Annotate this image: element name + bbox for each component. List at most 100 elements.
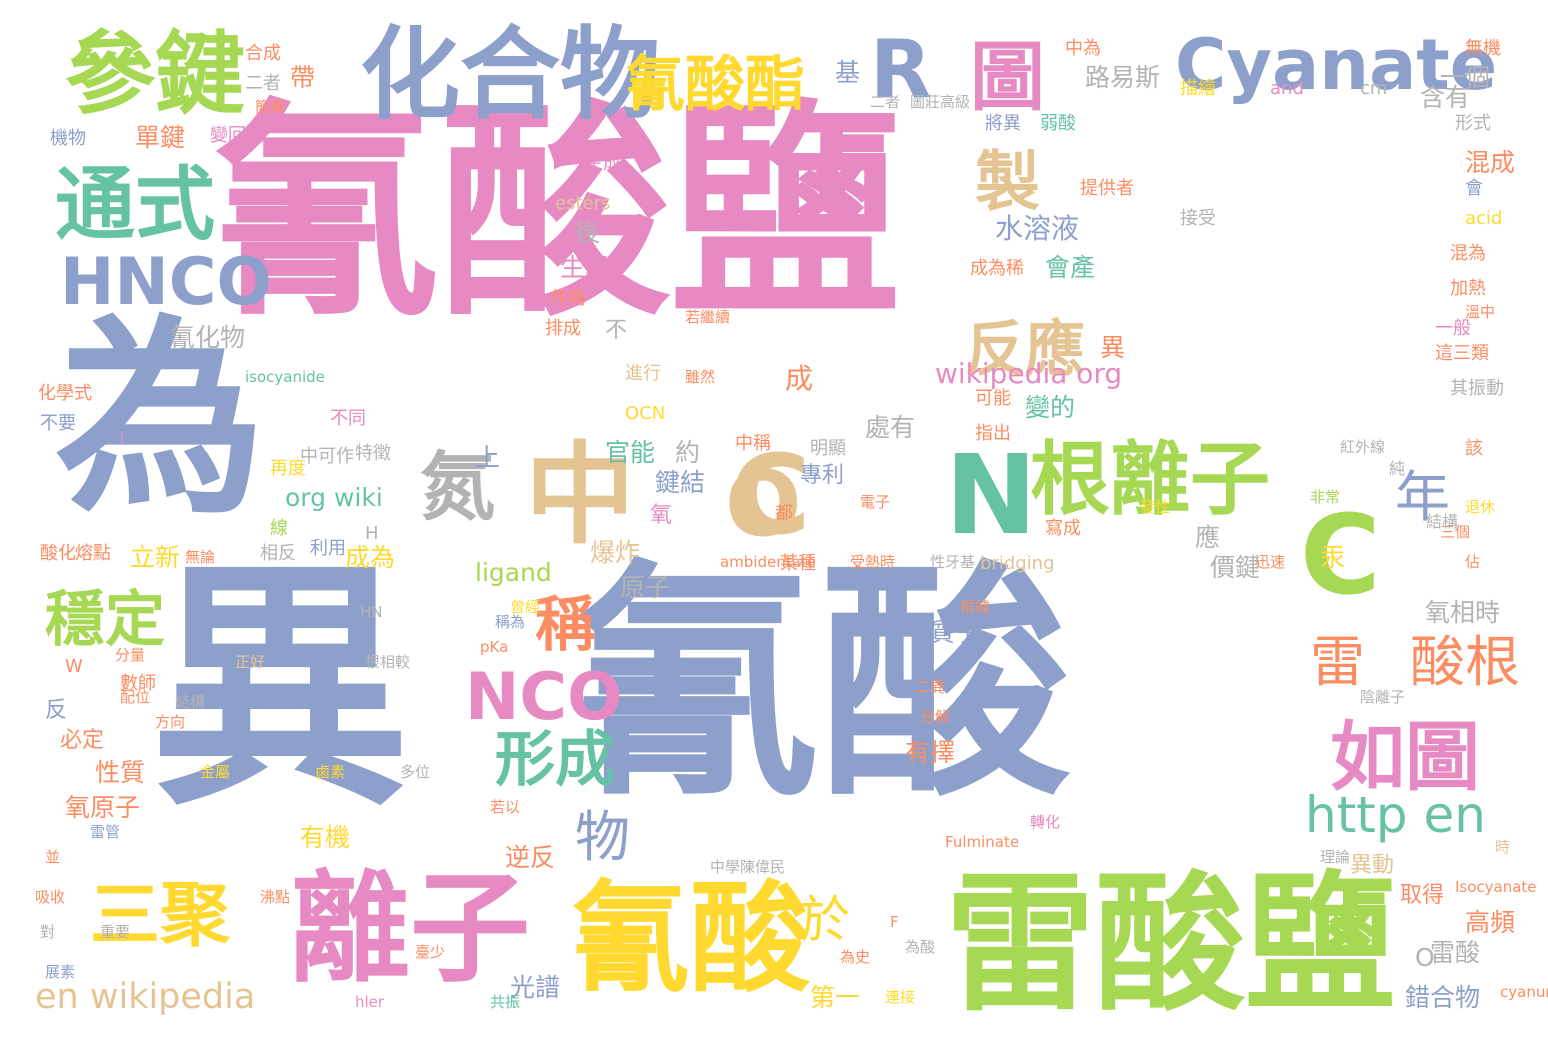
word-term-168: 轉化 bbox=[1030, 813, 1061, 831]
word-term-143: 根相較 bbox=[365, 653, 411, 671]
word-term-44: 二者 bbox=[870, 93, 901, 111]
word-ambidentate-126: ambidentate bbox=[720, 553, 816, 571]
word-term-83: 將異 bbox=[985, 113, 1021, 134]
word-term-165: 有機 bbox=[300, 823, 351, 852]
word-term-50: 機物 bbox=[50, 128, 86, 149]
word-j-108: J bbox=[120, 428, 125, 446]
word-term-99: 電子 bbox=[860, 493, 891, 511]
word-term-140: 根據 bbox=[960, 598, 991, 616]
word-n-16: N bbox=[945, 431, 1038, 559]
word-term-128: 受熱時 bbox=[850, 553, 896, 571]
word-o-196: O bbox=[1415, 943, 1435, 972]
word-term-60: 氰化物 bbox=[170, 323, 246, 352]
word-term-3: 為 bbox=[55, 297, 266, 542]
word-term-1: 異 bbox=[150, 539, 410, 841]
word-term-98: 都 bbox=[775, 503, 793, 524]
word-term-89: 變的 bbox=[1025, 393, 1076, 422]
word-term-70: 混為 bbox=[1450, 243, 1486, 264]
word-term-96: 專利 bbox=[800, 463, 845, 488]
word-term-84: 弱酸 bbox=[1040, 113, 1076, 134]
word-term-63: 雖然 bbox=[685, 368, 716, 386]
word-term-2: 氰酸 bbox=[570, 539, 1070, 830]
word-term-194: 共振 bbox=[490, 993, 521, 1011]
word-hn-141: HN bbox=[360, 603, 383, 621]
word-term-49: 不要 bbox=[40, 413, 76, 434]
word-term-55: 後 bbox=[575, 218, 601, 247]
word-term-119: 爆炸 bbox=[590, 538, 641, 567]
word-term-66: 會產 bbox=[1045, 253, 1096, 282]
word-term-0: 氰酸鹽 bbox=[210, 81, 901, 348]
word-term-73: 一般 bbox=[1435, 318, 1471, 339]
word-term-167: 雷管 bbox=[90, 823, 121, 841]
word-term-97: 氧 bbox=[650, 503, 673, 528]
word-term-159: 有擇 bbox=[905, 738, 956, 767]
word-term-46: 合成 bbox=[245, 43, 281, 64]
word-ocn-107: OCN bbox=[625, 403, 666, 424]
word-term-113: 無論 bbox=[185, 548, 216, 566]
word-term-185: 錯合物 bbox=[1405, 983, 1481, 1012]
word-term-43: 基 bbox=[835, 58, 861, 87]
word-term-102: 不同 bbox=[330, 408, 366, 429]
word-term-28: 雷 bbox=[1310, 630, 1366, 694]
word-term-146: 稱為 bbox=[495, 613, 526, 631]
word-term-42: 含有 bbox=[1420, 83, 1471, 112]
word-term-139: 質子 bbox=[930, 618, 981, 647]
word-term-85: 中為 bbox=[1065, 38, 1101, 59]
word-term-188: 沸點 bbox=[260, 888, 291, 906]
word-term-5: 離子 bbox=[290, 860, 530, 999]
word-term-133: 退休 bbox=[1465, 498, 1496, 516]
word-term-150: 數師 bbox=[120, 673, 156, 694]
word-term-100: 中稱 bbox=[735, 433, 771, 454]
word-term-33: 物 bbox=[575, 805, 631, 869]
word-term-175: 高頻 bbox=[1465, 908, 1516, 937]
word-term-93: 約 bbox=[675, 438, 701, 467]
word-term-27: 如圖 bbox=[1330, 713, 1481, 801]
word-f-179: F bbox=[890, 913, 899, 931]
word-term-130: 發性 bbox=[1140, 498, 1171, 516]
word-term-94: 官能 bbox=[605, 438, 656, 467]
word-term-157: 鹵素 bbox=[315, 763, 346, 781]
word-wikipedia-org-37: wikipedia org bbox=[935, 357, 1123, 390]
word-term-114: 相反 bbox=[260, 543, 296, 564]
word-en-wikipedia-36: en wikipedia bbox=[35, 977, 256, 1017]
word-term-69: 接受 bbox=[1180, 208, 1216, 229]
word-term-61: 不 bbox=[605, 318, 628, 343]
word-term-21: 製 bbox=[975, 145, 1041, 220]
word-term-189: 對 bbox=[40, 923, 56, 941]
word-h-116: H bbox=[365, 523, 379, 544]
word-term-186: 雷酸 bbox=[1430, 938, 1481, 967]
word-term-135: 佔 bbox=[1465, 553, 1481, 571]
word-term-161: 二異 bbox=[915, 678, 946, 696]
word-term-145: 曾經 bbox=[510, 598, 541, 616]
word-term-57: 作為 bbox=[550, 288, 586, 309]
word-term-6: 氰酸 bbox=[570, 870, 810, 1009]
word-term-80: 描繪 bbox=[1180, 78, 1216, 99]
word-term-132: 迅速 bbox=[1255, 553, 1286, 571]
word-term-198: 結構 bbox=[1426, 512, 1459, 531]
word-term-144: 氧相時 bbox=[1425, 598, 1501, 627]
word-term-177: 時 bbox=[1495, 838, 1511, 856]
word-term-163: 氧原子 bbox=[65, 793, 141, 822]
word-esters-54: esters bbox=[555, 193, 611, 214]
word-term-138: 酸化 bbox=[40, 543, 76, 564]
word-term-23: 反應 bbox=[965, 315, 1085, 385]
word-term-10: 圖 bbox=[970, 33, 1046, 121]
word-term-24: 年 bbox=[1395, 465, 1451, 529]
word-term-106: 上 bbox=[475, 443, 501, 472]
word-term-172: 取得 bbox=[1400, 883, 1445, 908]
word-term-124: 寫成 bbox=[1045, 518, 1081, 539]
word-term-162: 陰離子 bbox=[1360, 688, 1406, 706]
word-nco-26: NCO bbox=[465, 660, 623, 735]
word-term-4: 雷酸鹽 bbox=[945, 858, 1396, 1032]
word-term-59: 進行 bbox=[625, 363, 661, 384]
word-term-105: 再度 bbox=[270, 458, 306, 479]
word-term-25: 稱 bbox=[535, 590, 595, 660]
word-term-151: 配位 bbox=[120, 688, 151, 706]
word-and-81: and bbox=[1270, 78, 1304, 99]
word-term-87: 二者 bbox=[245, 73, 281, 94]
word-cm-82: cm bbox=[1360, 78, 1388, 99]
word-term-18: 根離子 bbox=[1030, 433, 1270, 526]
word-term-103: 特徵 bbox=[355, 443, 391, 464]
word-cyanate-11: Cyanate bbox=[1175, 24, 1498, 106]
word-term-136: 紅外線 bbox=[1340, 438, 1386, 456]
